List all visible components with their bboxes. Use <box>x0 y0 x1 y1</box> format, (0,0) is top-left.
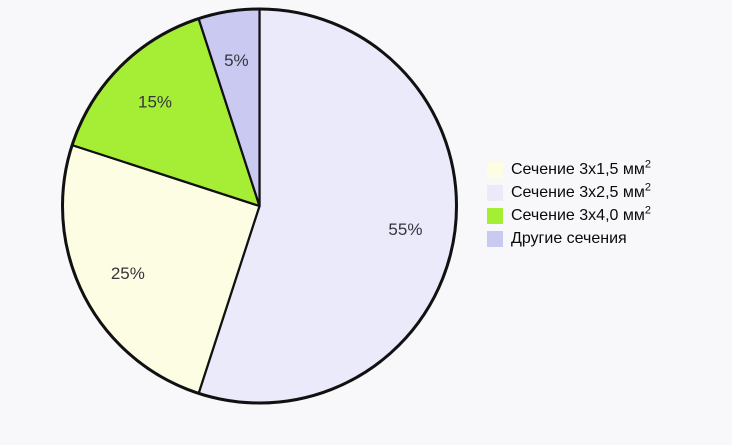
legend-label: Сечение 3x4,0 мм2 <box>511 204 651 224</box>
legend-label: Другие сечения <box>511 229 627 247</box>
slice-percent-label: 25% <box>111 264 145 283</box>
legend-swatch <box>487 207 503 224</box>
legend-label: Сечение 3x1,5 мм2 <box>511 158 651 178</box>
legend-item: Сечение 3x1,5 мм2 <box>487 158 651 181</box>
slice-percent-label: 15% <box>138 92 172 111</box>
legend: Сечение 3x1,5 мм2 Сечение 3x2,5 мм2 Сечени… <box>487 158 651 250</box>
legend-label-superscript: 2 <box>644 181 651 194</box>
legend-swatch <box>487 184 503 201</box>
pie-outer-rim <box>61 7 458 405</box>
legend-swatch <box>487 230 503 247</box>
legend-item: Сечение 3x4,0 мм2 <box>487 204 651 227</box>
slice-percent-label: 5% <box>224 51 249 70</box>
legend-label: Сечение 3x2,5 мм2 <box>511 181 651 201</box>
legend-label-superscript: 2 <box>644 158 651 171</box>
legend-swatch <box>487 161 503 178</box>
legend-item: Сечение 3x2,5 мм2 <box>487 181 651 204</box>
legend-item: Другие сечения <box>487 227 651 250</box>
legend-label-superscript: 2 <box>644 204 651 217</box>
slice-percent-label: 55% <box>388 220 422 239</box>
